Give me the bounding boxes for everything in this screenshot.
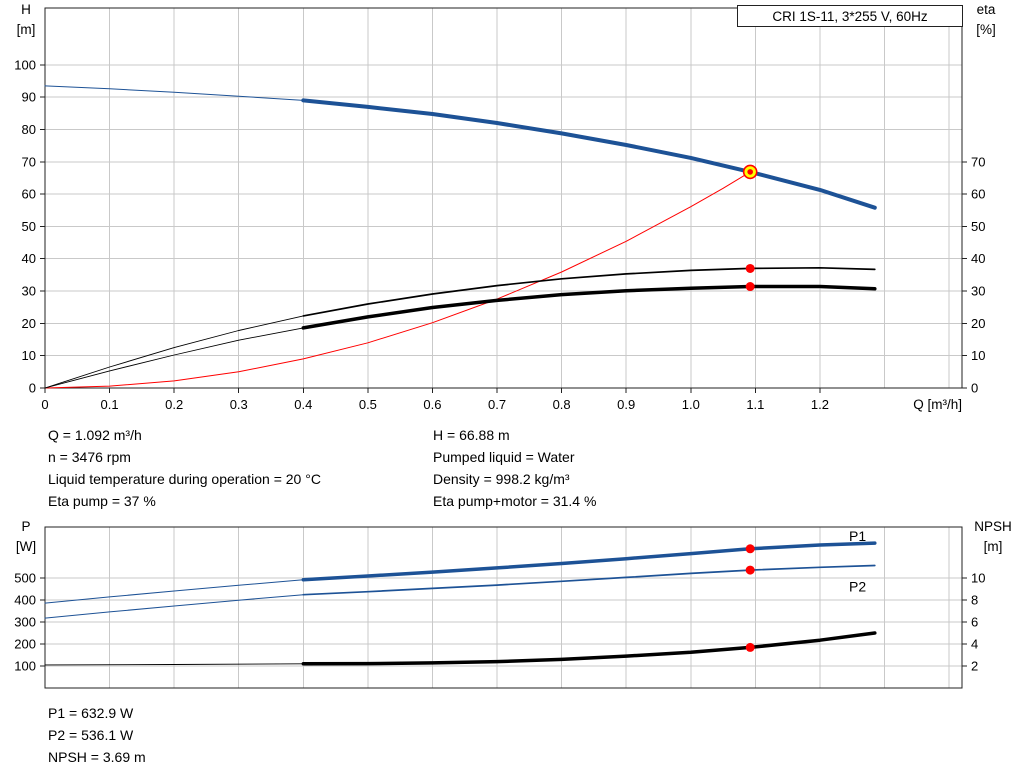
tick-label-left: 100 [14,57,36,72]
left-axis-label: P [21,519,30,534]
info-npsh: NPSH = 3.69 m [48,749,146,765]
tick-label-right: 8 [971,593,978,608]
tick-label-x: 0 [41,397,48,412]
tick-label-left: 70 [22,154,36,169]
info-speed: n = 3476 rpm [48,449,131,465]
tick-label-x: 1.2 [811,397,829,412]
tick-label-left: 400 [14,593,36,608]
tick-label-x: 1.1 [746,397,764,412]
p2-curve [302,564,876,596]
duty-point-marker-center [747,169,753,175]
power-npsh-chart: 100 200 300 400 500 2 4 6 8 10 P [W] NPSH [m] P1 P2 [14,519,1012,689]
tick-label-right: 30 [971,284,985,299]
tick-label-right: 6 [971,615,978,630]
tick-label-x: 0.5 [359,397,377,412]
tick-label-x: 0.6 [423,397,441,412]
info-p2: P2 = 536.1 W [48,727,134,743]
info-flow: Q = 1.092 m³/h [48,427,142,443]
x-axis-label: Q [m³/h] [913,397,962,412]
tick-label-x: 0.4 [294,397,312,412]
p2-curve-label: P2 [849,579,866,595]
duty-info-right-column: H = 66.88 m Pumped liquid = Water Densit… [433,424,596,512]
right-axis-label: [%] [976,22,996,37]
tick-label-right: 20 [971,316,985,331]
eta-pump-motor-min-flow [44,327,304,389]
duty-point-info: Q = 1.092 m³/h n = 3476 rpm Liquid tempe… [48,424,596,512]
right-axis-label: eta [977,2,996,17]
info-eta-pump-motor: Eta pump+motor = 31.4 % [433,493,597,509]
p1-curve [301,541,877,582]
plot-border [44,7,963,389]
tick-label-right: 2 [971,659,978,674]
tick-label-x: 0.8 [553,397,571,412]
npsh-curve [301,631,877,666]
qh-curve-min-flow [44,85,304,101]
tick-label-x: 0.3 [230,397,248,412]
qh-eta-chart: 0 10 20 30 40 50 60 70 80 90 100 0 10 20 30 40 50 60 70 0 0.… [14,2,996,412]
info-density: Density = 998.2 kg/m³ [433,471,570,487]
right-axis-label: [m] [984,539,1003,554]
duty-info-left-column: Q = 1.092 m³/h n = 3476 rpm Liquid tempe… [48,424,433,512]
qh-curve [301,98,877,210]
tick-label-right: 40 [971,251,985,266]
tick-label-x: 0.2 [165,397,183,412]
tick-label-right: 10 [971,348,985,363]
left-axis-label: [W] [16,539,36,554]
eta-pump-min-flow [44,315,304,389]
left-axis-label: H [21,2,31,17]
tick-label-left: 80 [22,122,36,137]
tick-label-left: 300 [14,615,36,630]
tick-label-left: 40 [22,251,36,266]
info-liquid-temperature: Liquid temperature during operation = 20… [48,471,321,487]
p2-min-flow [44,594,304,619]
system-curve [44,171,751,389]
info-p1: P1 = 632.9 W [48,705,134,721]
tick-label-right: 10 [971,571,985,586]
power-npsh-info: P1 = 632.9 W P2 = 536.1 W NPSH = 3.69 m [48,702,146,768]
eta-pump-motor-dot [745,282,755,292]
pump-title-box: CRI 1S-11, 3*255 V, 60Hz [737,5,963,27]
info-eta-pump: Eta pump = 37 % [48,493,156,509]
tick-label-right: 50 [971,219,985,234]
plot-border [44,526,963,689]
tick-label-left: 200 [14,637,36,652]
tick-label-left: 100 [14,659,36,674]
tick-label-left: 0 [29,381,36,396]
tick-label-x: 0.7 [488,397,506,412]
tick-label-x: 0.1 [101,397,119,412]
info-head: H = 66.88 m [433,427,510,443]
eta-pump-dot [745,263,755,273]
p1-curve-label: P1 [849,528,866,544]
tick-label-x: 0.9 [617,397,635,412]
tick-label-left: 30 [22,284,36,299]
tick-label-left: 60 [22,187,36,202]
eta-pump-motor-curve [301,284,877,330]
tick-label-left: 20 [22,316,36,331]
tick-label-x: 1.0 [682,397,700,412]
left-axis-label: [m] [17,22,36,37]
tick-label-right: 60 [971,187,985,202]
p1-min-flow [44,579,304,604]
p1-dot [745,544,755,554]
npsh-min-flow [44,663,304,666]
tick-label-right: 0 [971,381,978,396]
info-pumped-liquid: Pumped liquid = Water [433,449,575,465]
tick-label-right: 4 [971,637,978,652]
eta-pump-curve [302,266,876,317]
tick-label-left: 90 [22,90,36,105]
npsh-dot [745,642,755,652]
tick-label-right: 70 [971,154,985,169]
right-axis-label: NPSH [974,519,1012,534]
p2-dot [745,565,755,575]
tick-label-left: 10 [22,348,36,363]
tick-label-left: 50 [22,219,36,234]
tick-label-left: 500 [14,571,36,586]
